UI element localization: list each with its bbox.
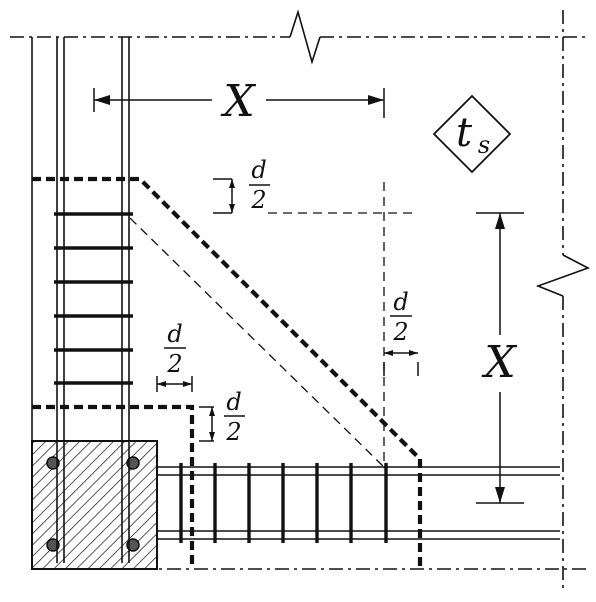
thickness-subscript: s <box>478 131 490 159</box>
fraction-numerator: d <box>226 388 241 416</box>
thickness-symbol: t <box>456 110 473 156</box>
corner-bar-dot <box>46 456 60 470</box>
reference-lines <box>268 182 418 468</box>
half-depth-dim-2: d 2 <box>383 288 419 376</box>
fraction-denominator: 2 <box>392 318 408 346</box>
corner-bar-dot <box>126 538 140 552</box>
dimension-x-right <box>476 212 524 504</box>
fraction-denominator: 2 <box>250 186 266 214</box>
half-depth-dim-4: d 2 <box>199 388 245 446</box>
fraction-denominator: 2 <box>225 418 241 446</box>
dimension-x-top-label: X <box>220 76 256 127</box>
dimension-x-top <box>93 88 385 118</box>
vertical-rebar <box>56 37 130 563</box>
fraction-numerator: d <box>167 320 182 348</box>
corner-bar-dot <box>126 456 140 470</box>
critical-perimeter <box>32 176 423 569</box>
vertical-stirrups <box>54 212 133 385</box>
fraction-denominator: 2 <box>166 350 182 378</box>
horizontal-stirrups <box>179 463 388 543</box>
dimension-x-right-label: X <box>481 337 517 388</box>
fraction-numerator: d <box>251 156 266 184</box>
half-depth-dim-1: d 2 <box>213 156 270 214</box>
slab-thickness-marker: t s <box>432 94 512 174</box>
column-section <box>31 440 158 570</box>
half-depth-dim-3: d 2 <box>156 320 193 392</box>
fraction-numerator: d <box>393 288 408 316</box>
horizontal-rebar <box>157 466 560 540</box>
corner-bar-dot <box>46 538 60 552</box>
